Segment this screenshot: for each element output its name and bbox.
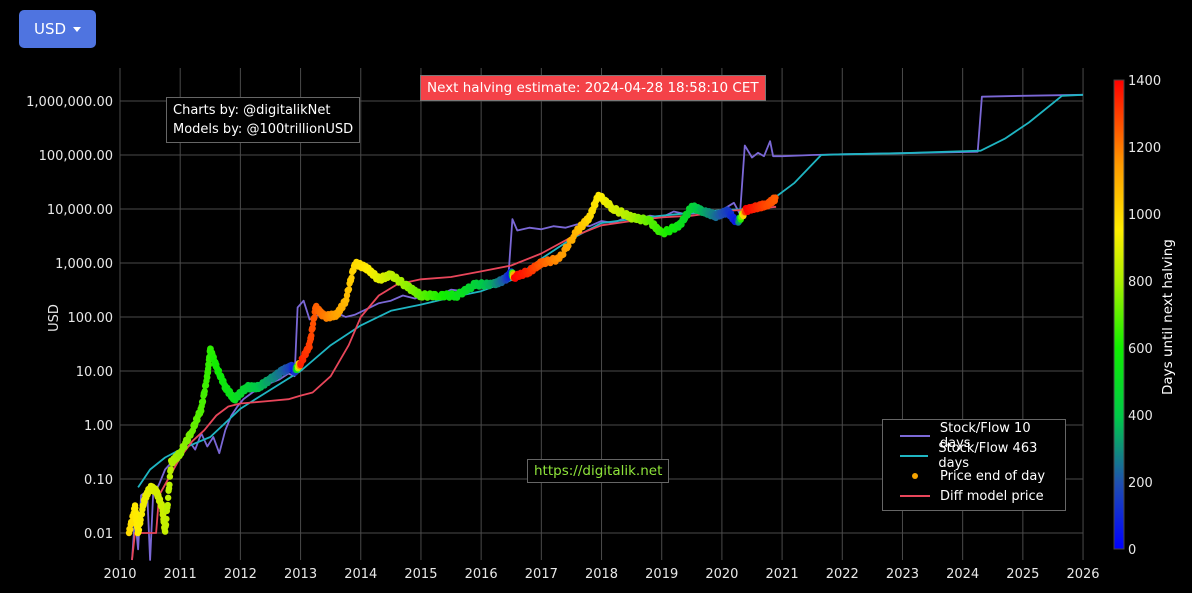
caret-down-icon — [73, 27, 82, 32]
legend-item-sf463[interactable]: Stock/Flow 463 days — [883, 441, 1065, 471]
svg-text:10.00: 10.00 — [76, 365, 113, 380]
svg-text:1000: 1000 — [1128, 208, 1161, 223]
svg-text:2022: 2022 — [826, 567, 859, 582]
legend-label: Stock/Flow 463 days — [938, 441, 1038, 471]
svg-text:2018: 2018 — [585, 567, 618, 582]
svg-text:2016: 2016 — [465, 567, 498, 582]
svg-text:2012: 2012 — [224, 567, 257, 582]
legend-label: Price end of day — [940, 468, 1046, 484]
svg-text:2011: 2011 — [164, 567, 197, 582]
line-swatch-icon — [900, 435, 930, 437]
svg-text:2010: 2010 — [103, 567, 136, 582]
svg-text:100,000.00: 100,000.00 — [39, 149, 113, 164]
svg-text:10,000.00: 10,000.00 — [47, 203, 113, 218]
y-axis-title: USD — [47, 304, 62, 332]
svg-text:2021: 2021 — [766, 567, 799, 582]
svg-text:1.00: 1.00 — [84, 419, 113, 434]
legend-item-price[interactable]: Price end of day — [883, 466, 1045, 486]
x-axis-tick-labels: 2010 2011 2012 2013 2014 2015 2016 2017 2018 2019… — [103, 567, 1099, 582]
svg-text:2024: 2024 — [946, 567, 979, 582]
svg-text:2015: 2015 — [404, 567, 437, 582]
legend-label: Diff model price — [940, 488, 1044, 504]
legend-label: Stock/Flow 10 days — [939, 421, 1031, 451]
svg-text:2013: 2013 — [284, 567, 317, 582]
svg-text:2025: 2025 — [1006, 567, 1039, 582]
marker-swatch-icon — [912, 473, 918, 479]
colorbar-title: Days until next halving — [1160, 239, 1176, 395]
svg-text:0: 0 — [1128, 543, 1136, 558]
legend-item-diff-model[interactable]: Diff model price — [883, 486, 1044, 506]
svg-text:100.00: 100.00 — [68, 311, 114, 326]
halving-estimate-banner: Next halving estimate: 2024-04-28 18:58:… — [420, 75, 766, 101]
svg-text:2020: 2020 — [705, 567, 738, 582]
y-axis-tick-labels: 0.01 0.10 1.00 10.00 100.00 1,000.00 10,000.00… — [26, 95, 113, 542]
svg-text:2017: 2017 — [525, 567, 558, 582]
svg-text:2023: 2023 — [886, 567, 919, 582]
svg-text:1,000.00: 1,000.00 — [55, 257, 113, 272]
svg-text:800: 800 — [1128, 275, 1153, 290]
svg-text:200: 200 — [1128, 476, 1153, 491]
currency-label: USD — [33, 20, 67, 38]
currency-dropdown-button[interactable]: USD — [19, 10, 96, 48]
credits-charts-by: Charts by: @digitalikNet — [173, 103, 331, 118]
svg-text:2019: 2019 — [645, 567, 678, 582]
svg-text:0.10: 0.10 — [84, 473, 113, 488]
plot-series — [125, 93, 1084, 561]
svg-text:1400: 1400 — [1128, 74, 1161, 89]
svg-text:1200: 1200 — [1128, 141, 1161, 156]
svg-text:1,000,000.00: 1,000,000.00 — [26, 95, 113, 110]
svg-text:600: 600 — [1128, 342, 1153, 357]
colorbar — [1113, 79, 1125, 550]
line-swatch-icon — [900, 455, 929, 457]
colorbar-tick-labels: 1400 1200 1000 800 600 400 200 0 — [1128, 74, 1161, 558]
svg-text:400: 400 — [1128, 409, 1153, 424]
credits-models-by: Models by: @100trillionUSD — [173, 122, 354, 137]
svg-text:2014: 2014 — [344, 567, 377, 582]
legend: Stock/Flow 10 days Stock/Flow 463 days P… — [882, 419, 1066, 511]
credits-annotation: Charts by: @digitalikNet Models by: @100… — [166, 97, 361, 143]
line-swatch-icon — [900, 495, 930, 497]
legend-item-sf10[interactable]: Stock/Flow 10 days — [883, 421, 1065, 451]
svg-text:2026: 2026 — [1066, 567, 1099, 582]
svg-text:0.01: 0.01 — [84, 527, 113, 542]
source-url-link[interactable]: https://digitalik.net — [527, 459, 670, 483]
